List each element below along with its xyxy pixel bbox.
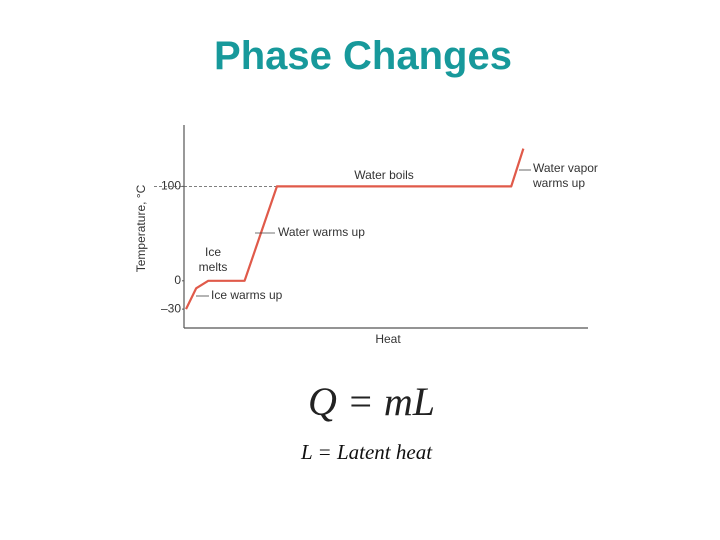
annotation: Water vapor warms up <box>532 161 598 190</box>
x-axis-label: Heat <box>375 332 401 346</box>
y-axis-label: Temperature, °C <box>134 184 148 272</box>
annotation: Ice melts <box>199 245 228 274</box>
annotation: Water boils <box>354 168 414 182</box>
slide-title: Phase Changes <box>214 34 512 78</box>
formula: Q = mL <box>308 379 436 424</box>
caption: L = Latent heat <box>301 440 433 464</box>
annotation: Water warms up <box>278 225 365 239</box>
y-tick-label: 0 <box>174 273 181 287</box>
heating-curve <box>185 148 525 310</box>
annotation: Ice warms up <box>211 288 283 302</box>
y-tick-label: –30 <box>161 301 181 315</box>
y-tick-label: 100 <box>161 179 181 193</box>
